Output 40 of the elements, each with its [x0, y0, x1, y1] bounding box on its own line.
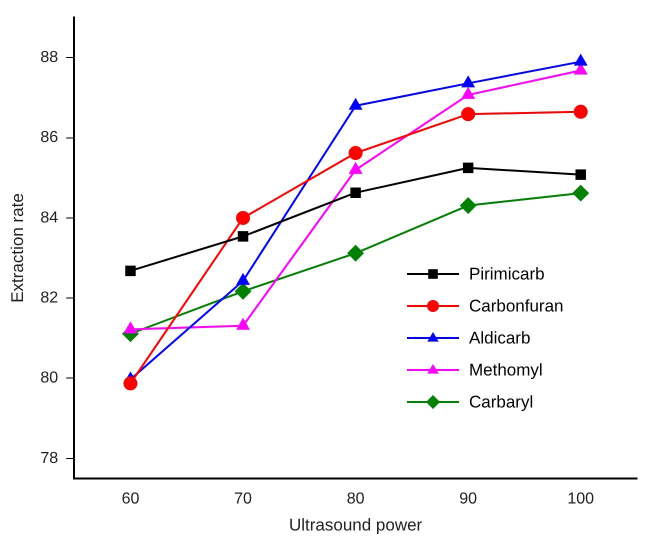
- point: [123, 376, 138, 390]
- legend-label: Pirimicarb: [469, 264, 545, 284]
- x-tick-label: 100: [567, 490, 594, 508]
- y-tick-label: 80: [40, 370, 58, 387]
- point: [350, 187, 361, 198]
- point: [235, 283, 252, 300]
- point: [574, 54, 587, 66]
- point: [348, 245, 364, 262]
- point: [238, 231, 248, 242]
- x-axis-title: Ultrasound power: [288, 515, 423, 534]
- point: [236, 210, 250, 225]
- x-tick-label: 80: [346, 490, 365, 508]
- point: [462, 88, 474, 99]
- point: [349, 98, 362, 110]
- legend-label: Carbonfuran: [469, 296, 564, 316]
- legend-label: Aldicarb: [469, 328, 530, 348]
- y-axis-title: Extraction rate: [8, 193, 27, 303]
- y-tick-label: 86: [40, 129, 58, 146]
- point: [125, 266, 136, 276]
- point: [460, 198, 476, 214]
- point: [461, 107, 476, 122]
- x-tick-label: 60: [122, 490, 140, 508]
- point: [348, 146, 363, 160]
- point: [462, 76, 474, 88]
- x-tick-label: 90: [459, 490, 478, 508]
- point: [574, 104, 588, 119]
- point: [236, 274, 250, 285]
- point: [349, 162, 362, 174]
- y-tick-label: 78: [40, 450, 58, 467]
- x-tick-label: 70: [234, 490, 252, 508]
- y-tick-label: 82: [40, 289, 58, 306]
- point: [124, 322, 137, 334]
- point: [572, 185, 589, 202]
- y-tick-label: 84: [40, 209, 58, 226]
- legend-label: Carbaryl: [469, 392, 534, 412]
- point: [462, 162, 474, 174]
- point: [236, 318, 250, 330]
- point: [575, 169, 586, 180]
- legend-label: Methomyl: [469, 360, 543, 380]
- y-tick-label: 88: [40, 49, 58, 66]
